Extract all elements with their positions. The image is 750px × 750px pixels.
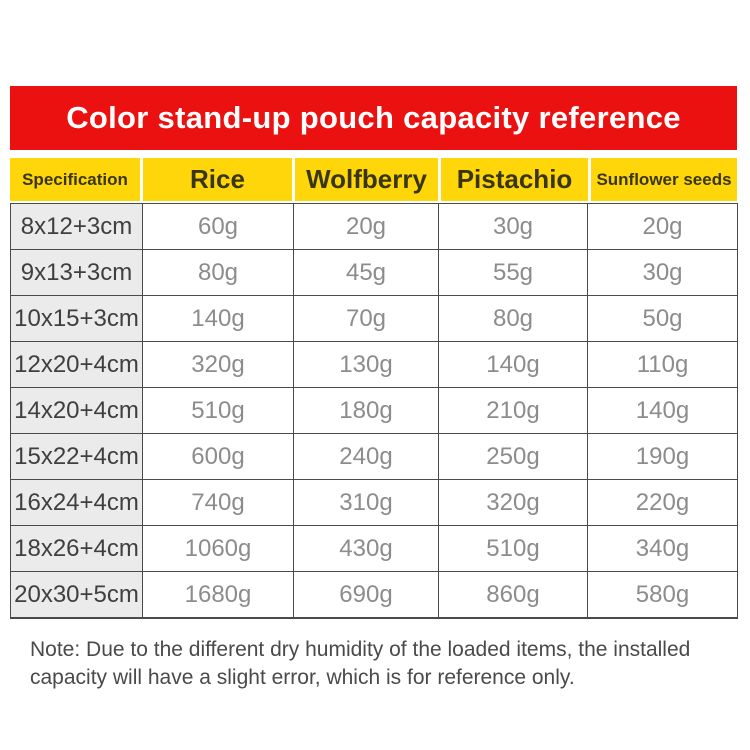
value-cell: 80g	[438, 295, 588, 342]
spec-cell: 18x26+4cm	[10, 525, 143, 572]
value-cell: 690g	[293, 571, 439, 619]
spec-cell: 20x30+5cm	[10, 571, 143, 619]
spec-cell: 8x12+3cm	[10, 203, 143, 250]
table-row: 8x12+3cm 60g 20g 30g 20g	[10, 203, 738, 250]
spec-cell: 16x24+4cm	[10, 479, 143, 526]
value-cell: 190g	[587, 433, 738, 480]
value-cell: 60g	[142, 203, 294, 250]
capacity-table: 8x12+3cm 60g 20g 30g 20g 9x13+3cm 80g 45…	[10, 203, 738, 619]
value-cell: 45g	[293, 249, 439, 296]
col-header-rice: Rice	[143, 158, 292, 201]
value-cell: 310g	[293, 479, 439, 526]
spec-cell: 10x15+3cm	[10, 295, 143, 342]
table-row: 14x20+4cm 510g 180g 210g 140g	[10, 387, 738, 434]
spec-cell: 12x20+4cm	[10, 341, 143, 388]
value-cell: 340g	[587, 525, 738, 572]
value-cell: 80g	[142, 249, 294, 296]
value-cell: 430g	[293, 525, 439, 572]
table-header-row: Specification Rice Wolfberry Pistachio S…	[10, 158, 737, 201]
value-cell: 510g	[142, 387, 294, 434]
col-header-wolfberry: Wolfberry	[295, 158, 438, 201]
value-cell: 55g	[438, 249, 588, 296]
value-cell: 580g	[587, 571, 738, 619]
spec-cell: 14x20+4cm	[10, 387, 143, 434]
value-cell: 1680g	[142, 571, 294, 619]
value-cell: 220g	[587, 479, 738, 526]
value-cell: 130g	[293, 341, 439, 388]
value-cell: 1060g	[142, 525, 294, 572]
value-cell: 70g	[293, 295, 439, 342]
value-cell: 30g	[587, 249, 738, 296]
table-row: 18x26+4cm 1060g 430g 510g 340g	[10, 525, 738, 572]
table-row: 10x15+3cm 140g 70g 80g 50g	[10, 295, 738, 342]
col-header-pistachio: Pistachio	[441, 158, 588, 201]
value-cell: 50g	[587, 295, 738, 342]
value-cell: 140g	[587, 387, 738, 434]
table-row: 9x13+3cm 80g 45g 55g 30g	[10, 249, 738, 296]
value-cell: 30g	[438, 203, 588, 250]
value-cell: 140g	[142, 295, 294, 342]
value-cell: 600g	[142, 433, 294, 480]
table-row: 15x22+4cm 600g 240g 250g 190g	[10, 433, 738, 480]
footnote: Note: Due to the different dry humidity …	[30, 638, 691, 689]
value-cell: 320g	[142, 341, 294, 388]
value-cell: 210g	[438, 387, 588, 434]
value-cell: 20g	[587, 203, 738, 250]
page-title: Color stand-up pouch capacity reference	[66, 100, 681, 135]
value-cell: 250g	[438, 433, 588, 480]
value-cell: 20g	[293, 203, 439, 250]
col-header-sunflower-seeds: Sunflower seeds	[591, 158, 737, 201]
table-row: 12x20+4cm 320g 130g 140g 110g	[10, 341, 738, 388]
value-cell: 110g	[587, 341, 738, 388]
value-cell: 240g	[293, 433, 439, 480]
table-row: 20x30+5cm 1680g 690g 860g 580g	[10, 571, 738, 619]
spec-cell: 9x13+3cm	[10, 249, 143, 296]
title-banner: Color stand-up pouch capacity reference	[10, 86, 737, 150]
spec-cell: 15x22+4cm	[10, 433, 143, 480]
value-cell: 860g	[438, 571, 588, 619]
value-cell: 320g	[438, 479, 588, 526]
col-header-specification: Specification	[10, 158, 140, 201]
value-cell: 740g	[142, 479, 294, 526]
value-cell: 510g	[438, 525, 588, 572]
table-row: 16x24+4cm 740g 310g 320g 220g	[10, 479, 738, 526]
value-cell: 180g	[293, 387, 439, 434]
value-cell: 140g	[438, 341, 588, 388]
